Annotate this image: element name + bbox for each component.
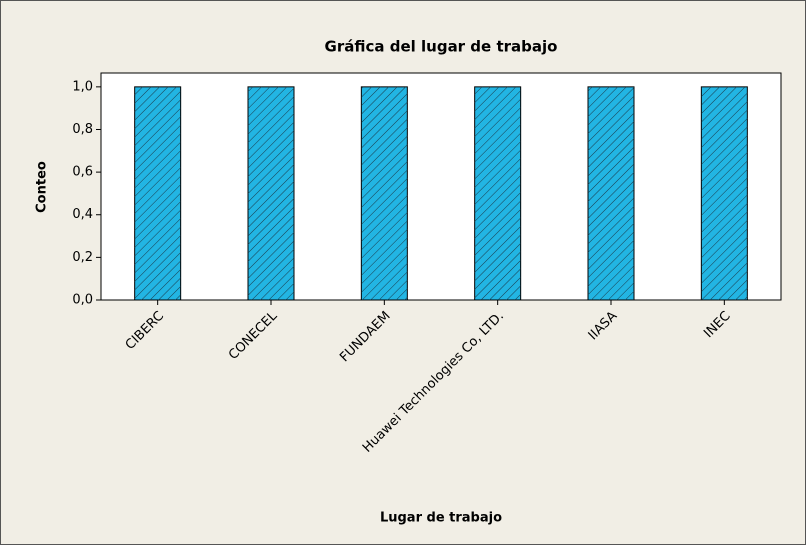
y-tick-label: 1,0 [72, 79, 93, 94]
bar [587, 86, 635, 301]
bar [134, 86, 182, 301]
bar [360, 86, 408, 301]
bar [474, 86, 522, 301]
y-tick-label: 0,2 [72, 250, 93, 265]
bar [700, 86, 748, 301]
y-tick-label: 0,6 [72, 165, 93, 180]
y-tick-label: 0,8 [72, 122, 93, 137]
plot-area [100, 72, 782, 301]
y-tick-label: 0,4 [72, 207, 93, 222]
y-tick-label: 0,0 [72, 293, 93, 308]
x-axis-label: Lugar de trabajo [380, 511, 502, 526]
y-axis-label: Conteo [35, 161, 50, 213]
bar [247, 86, 295, 301]
chart-title: Gráfica del lugar de trabajo [325, 38, 558, 56]
